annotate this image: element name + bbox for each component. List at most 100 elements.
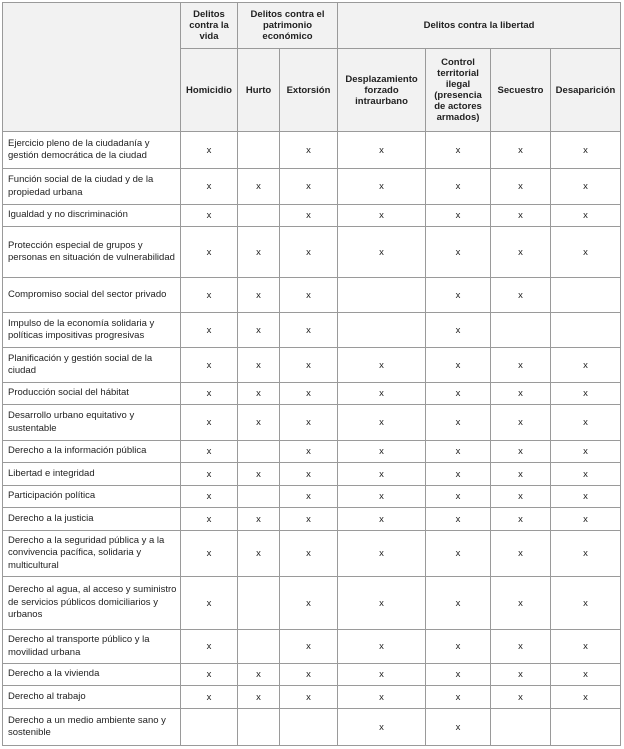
cell: x bbox=[550, 462, 622, 486]
cell bbox=[237, 485, 280, 508]
cell: x bbox=[237, 462, 280, 486]
cell: x bbox=[278, 507, 339, 531]
row-label: Derecho a la justicia bbox=[2, 507, 181, 531]
cell: x bbox=[490, 576, 552, 630]
cell: x bbox=[490, 347, 552, 383]
cell: x bbox=[490, 507, 552, 531]
cell: x bbox=[550, 131, 622, 169]
column-header: Secuestro bbox=[490, 48, 552, 132]
row-label: Planificación y gestión social de la ciu… bbox=[2, 347, 181, 383]
cell: x bbox=[278, 347, 339, 383]
cell bbox=[550, 277, 622, 313]
cell: x bbox=[490, 485, 552, 508]
table-row: Impulso de la economía solidaria y polít… bbox=[2, 312, 622, 348]
cell: x bbox=[337, 530, 427, 577]
cell: x bbox=[237, 277, 280, 313]
cell: x bbox=[550, 440, 622, 463]
column-header: Extorsión bbox=[278, 48, 339, 132]
cell: x bbox=[237, 226, 280, 278]
cell: x bbox=[425, 708, 492, 746]
cell: x bbox=[237, 382, 280, 405]
cell: x bbox=[490, 462, 552, 486]
table-row: Libertad e integridad x x x x x x x bbox=[2, 462, 622, 486]
cell: x bbox=[278, 530, 339, 577]
cell bbox=[237, 131, 280, 169]
cell: x bbox=[278, 131, 339, 169]
cell: x bbox=[425, 404, 492, 441]
table-row: Función social de la ciudad y de la prop… bbox=[2, 168, 622, 205]
row-label: Protección especial de grupos y personas… bbox=[2, 226, 181, 278]
cell bbox=[337, 312, 427, 348]
cell: x bbox=[237, 530, 280, 577]
cell: x bbox=[180, 347, 238, 383]
cell: x bbox=[490, 685, 552, 709]
cell: x bbox=[425, 576, 492, 630]
cell: x bbox=[490, 277, 552, 313]
cell: x bbox=[550, 507, 622, 531]
cell bbox=[237, 629, 280, 664]
cell: x bbox=[425, 663, 492, 686]
row-label: Derecho al trabajo bbox=[2, 685, 181, 709]
cell: x bbox=[550, 382, 622, 405]
cell: x bbox=[550, 576, 622, 630]
cell: x bbox=[278, 382, 339, 405]
cell: x bbox=[337, 685, 427, 709]
row-label: Derecho a un medio ambiente sano y soste… bbox=[2, 708, 181, 746]
cell: x bbox=[337, 576, 427, 630]
cell: x bbox=[490, 226, 552, 278]
cell: x bbox=[550, 168, 622, 205]
cell: x bbox=[425, 312, 492, 348]
cell bbox=[337, 277, 427, 313]
row-label: Derecho a la información pública bbox=[2, 440, 181, 463]
table-row: Protección especial de grupos y personas… bbox=[2, 226, 622, 278]
cell: x bbox=[425, 382, 492, 405]
cell: x bbox=[180, 507, 238, 531]
cell: x bbox=[425, 226, 492, 278]
cell bbox=[490, 708, 552, 746]
cell: x bbox=[337, 131, 427, 169]
cell bbox=[550, 708, 622, 746]
cell: x bbox=[180, 226, 238, 278]
cell: x bbox=[490, 168, 552, 205]
cell: x bbox=[337, 347, 427, 383]
group-header: Delitos contra la libertad bbox=[337, 2, 622, 49]
cell: x bbox=[278, 685, 339, 709]
table-row: Ejercicio pleno de la ciudadanía y gesti… bbox=[2, 131, 622, 169]
column-header: Control territorial ilegal (presencia de… bbox=[425, 48, 492, 132]
cell: x bbox=[180, 440, 238, 463]
cell bbox=[490, 312, 552, 348]
cell: x bbox=[337, 382, 427, 405]
cell: x bbox=[180, 404, 238, 441]
cell: x bbox=[180, 462, 238, 486]
cell: x bbox=[550, 226, 622, 278]
cell: x bbox=[490, 404, 552, 441]
cell: x bbox=[550, 663, 622, 686]
cell: x bbox=[180, 629, 238, 664]
cell: x bbox=[278, 404, 339, 441]
cell bbox=[278, 708, 339, 746]
cell: x bbox=[278, 629, 339, 664]
cell: x bbox=[490, 629, 552, 664]
cell: x bbox=[180, 204, 238, 227]
table-row: Derecho a la seguridad pública y a la co… bbox=[2, 530, 622, 577]
row-label: Derecho a la vivienda bbox=[2, 663, 181, 686]
cell: x bbox=[337, 404, 427, 441]
cell: x bbox=[490, 204, 552, 227]
cell: x bbox=[550, 347, 622, 383]
group-header: Delitos contra el patrimonio económico bbox=[236, 2, 339, 49]
row-label: Participación política bbox=[2, 485, 181, 508]
cell: x bbox=[550, 485, 622, 508]
table-row: Derecho al trabajo x x x x x x x bbox=[2, 685, 622, 709]
cell: x bbox=[237, 404, 280, 441]
cell: x bbox=[237, 685, 280, 709]
cell: x bbox=[425, 277, 492, 313]
table-row: Derecho a la justicia x x x x x x x bbox=[2, 507, 622, 531]
cell: x bbox=[237, 663, 280, 686]
cell: x bbox=[337, 168, 427, 205]
cell: x bbox=[490, 530, 552, 577]
cell: x bbox=[180, 576, 238, 630]
column-header: Desplazamiento forzado intraurbano bbox=[337, 48, 427, 132]
row-label: Impulso de la economía solidaria y polít… bbox=[2, 312, 181, 348]
cell: x bbox=[550, 530, 622, 577]
cell: x bbox=[337, 462, 427, 486]
